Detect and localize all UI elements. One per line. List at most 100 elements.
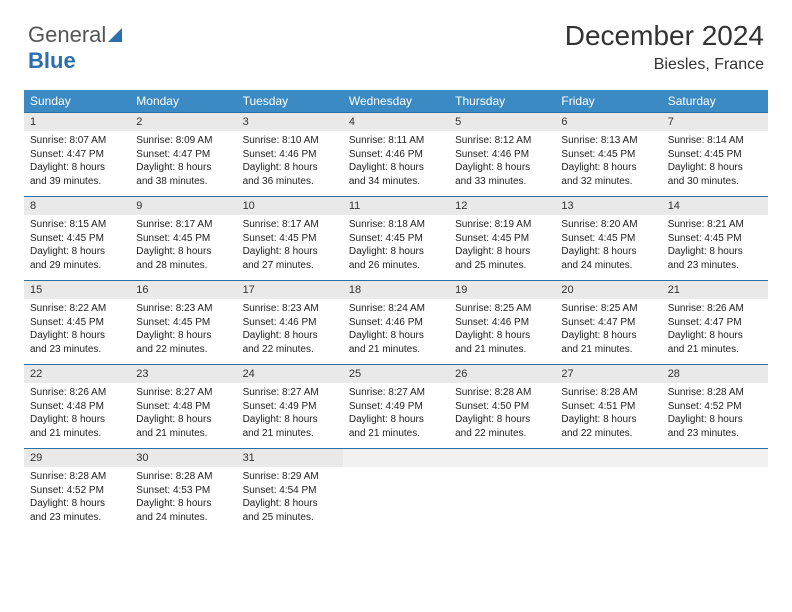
day-detail-cell: Sunrise: 8:20 AMSunset: 4:45 PMDaylight:…	[555, 215, 661, 281]
daylight-text: Daylight: 8 hours and 22 minutes.	[455, 413, 549, 440]
day-detail-cell: Sunrise: 8:17 AMSunset: 4:45 PMDaylight:…	[130, 215, 236, 281]
day-number-cell	[662, 449, 768, 468]
day-number-cell	[343, 449, 449, 468]
daylight-text: Daylight: 8 hours and 23 minutes.	[668, 245, 762, 272]
sunset-text: Sunset: 4:48 PM	[30, 400, 124, 414]
day-number-cell: 29	[24, 449, 130, 468]
day-number-cell: 5	[449, 113, 555, 132]
sunset-text: Sunset: 4:45 PM	[561, 232, 655, 246]
week-number-row: 22232425262728	[24, 365, 768, 384]
sunrise-text: Sunrise: 8:19 AM	[455, 218, 549, 232]
daylight-text: Daylight: 8 hours and 21 minutes.	[561, 329, 655, 356]
sunset-text: Sunset: 4:45 PM	[668, 232, 762, 246]
day-number-cell	[555, 449, 661, 468]
day-number-cell: 16	[130, 281, 236, 300]
logo-triangle-icon	[108, 28, 122, 42]
day-detail-cell: Sunrise: 8:09 AMSunset: 4:47 PMDaylight:…	[130, 131, 236, 197]
sunrise-text: Sunrise: 8:07 AM	[30, 134, 124, 148]
day-number-cell: 11	[343, 197, 449, 216]
daylight-text: Daylight: 8 hours and 24 minutes.	[136, 497, 230, 524]
day-detail-cell: Sunrise: 8:28 AMSunset: 4:51 PMDaylight:…	[555, 383, 661, 449]
sunrise-text: Sunrise: 8:12 AM	[455, 134, 549, 148]
daylight-text: Daylight: 8 hours and 26 minutes.	[349, 245, 443, 272]
daylight-text: Daylight: 8 hours and 25 minutes.	[243, 497, 337, 524]
daylight-text: Daylight: 8 hours and 21 minutes.	[455, 329, 549, 356]
sunrise-text: Sunrise: 8:13 AM	[561, 134, 655, 148]
sunrise-text: Sunrise: 8:15 AM	[30, 218, 124, 232]
daylight-text: Daylight: 8 hours and 21 minutes.	[668, 329, 762, 356]
day-detail-cell: Sunrise: 8:27 AMSunset: 4:49 PMDaylight:…	[343, 383, 449, 449]
month-title: December 2024	[565, 20, 764, 52]
daylight-text: Daylight: 8 hours and 30 minutes.	[668, 161, 762, 188]
day-number-cell: 18	[343, 281, 449, 300]
daylight-text: Daylight: 8 hours and 24 minutes.	[561, 245, 655, 272]
day-detail-cell: Sunrise: 8:25 AMSunset: 4:46 PMDaylight:…	[449, 299, 555, 365]
day-header: Sunday	[24, 90, 130, 113]
sunrise-text: Sunrise: 8:28 AM	[136, 470, 230, 484]
day-detail-cell: Sunrise: 8:11 AMSunset: 4:46 PMDaylight:…	[343, 131, 449, 197]
day-header: Friday	[555, 90, 661, 113]
week-number-row: 891011121314	[24, 197, 768, 216]
sunset-text: Sunset: 4:46 PM	[349, 148, 443, 162]
day-number-cell: 2	[130, 113, 236, 132]
logo: General Blue	[28, 22, 122, 74]
sunrise-text: Sunrise: 8:21 AM	[668, 218, 762, 232]
daylight-text: Daylight: 8 hours and 29 minutes.	[30, 245, 124, 272]
daylight-text: Daylight: 8 hours and 21 minutes.	[30, 413, 124, 440]
logo-text-2: Blue	[28, 48, 76, 73]
daylight-text: Daylight: 8 hours and 23 minutes.	[30, 497, 124, 524]
calendar-table: Sunday Monday Tuesday Wednesday Thursday…	[24, 90, 768, 532]
sunset-text: Sunset: 4:47 PM	[30, 148, 124, 162]
sunset-text: Sunset: 4:52 PM	[30, 484, 124, 498]
day-detail-cell: Sunrise: 8:21 AMSunset: 4:45 PMDaylight:…	[662, 215, 768, 281]
sunrise-text: Sunrise: 8:20 AM	[561, 218, 655, 232]
day-detail-cell: Sunrise: 8:28 AMSunset: 4:52 PMDaylight:…	[24, 467, 130, 532]
sunset-text: Sunset: 4:46 PM	[243, 316, 337, 330]
sunset-text: Sunset: 4:47 PM	[561, 316, 655, 330]
sunrise-text: Sunrise: 8:23 AM	[136, 302, 230, 316]
day-detail-cell: Sunrise: 8:24 AMSunset: 4:46 PMDaylight:…	[343, 299, 449, 365]
week-detail-row: Sunrise: 8:26 AMSunset: 4:48 PMDaylight:…	[24, 383, 768, 449]
day-number-cell: 8	[24, 197, 130, 216]
day-detail-cell: Sunrise: 8:23 AMSunset: 4:45 PMDaylight:…	[130, 299, 236, 365]
day-detail-cell: Sunrise: 8:28 AMSunset: 4:52 PMDaylight:…	[662, 383, 768, 449]
day-detail-cell	[555, 467, 661, 532]
day-detail-cell: Sunrise: 8:15 AMSunset: 4:45 PMDaylight:…	[24, 215, 130, 281]
day-detail-cell	[449, 467, 555, 532]
day-detail-cell: Sunrise: 8:13 AMSunset: 4:45 PMDaylight:…	[555, 131, 661, 197]
day-number-cell: 6	[555, 113, 661, 132]
day-number-cell: 10	[237, 197, 343, 216]
week-detail-row: Sunrise: 8:22 AMSunset: 4:45 PMDaylight:…	[24, 299, 768, 365]
sunset-text: Sunset: 4:45 PM	[136, 316, 230, 330]
sunset-text: Sunset: 4:49 PM	[243, 400, 337, 414]
sunrise-text: Sunrise: 8:11 AM	[349, 134, 443, 148]
sunset-text: Sunset: 4:53 PM	[136, 484, 230, 498]
week-detail-row: Sunrise: 8:28 AMSunset: 4:52 PMDaylight:…	[24, 467, 768, 532]
day-number-cell: 22	[24, 365, 130, 384]
day-number-cell: 23	[130, 365, 236, 384]
day-detail-cell: Sunrise: 8:28 AMSunset: 4:50 PMDaylight:…	[449, 383, 555, 449]
week-detail-row: Sunrise: 8:15 AMSunset: 4:45 PMDaylight:…	[24, 215, 768, 281]
day-number-cell: 1	[24, 113, 130, 132]
sunrise-text: Sunrise: 8:09 AM	[136, 134, 230, 148]
day-detail-cell: Sunrise: 8:27 AMSunset: 4:48 PMDaylight:…	[130, 383, 236, 449]
day-number-cell: 9	[130, 197, 236, 216]
sunrise-text: Sunrise: 8:27 AM	[243, 386, 337, 400]
week-number-row: 15161718192021	[24, 281, 768, 300]
day-detail-cell: Sunrise: 8:29 AMSunset: 4:54 PMDaylight:…	[237, 467, 343, 532]
sunset-text: Sunset: 4:47 PM	[668, 316, 762, 330]
sunrise-text: Sunrise: 8:29 AM	[243, 470, 337, 484]
day-number-cell: 17	[237, 281, 343, 300]
day-detail-cell: Sunrise: 8:28 AMSunset: 4:53 PMDaylight:…	[130, 467, 236, 532]
day-number-cell: 30	[130, 449, 236, 468]
daylight-text: Daylight: 8 hours and 23 minutes.	[668, 413, 762, 440]
sunrise-text: Sunrise: 8:28 AM	[455, 386, 549, 400]
sunrise-text: Sunrise: 8:28 AM	[668, 386, 762, 400]
sunrise-text: Sunrise: 8:26 AM	[668, 302, 762, 316]
logo-text-1: General	[28, 22, 106, 47]
sunset-text: Sunset: 4:45 PM	[561, 148, 655, 162]
daylight-text: Daylight: 8 hours and 22 minutes.	[561, 413, 655, 440]
week-number-row: 293031	[24, 449, 768, 468]
week-number-row: 1234567	[24, 113, 768, 132]
daylight-text: Daylight: 8 hours and 22 minutes.	[243, 329, 337, 356]
